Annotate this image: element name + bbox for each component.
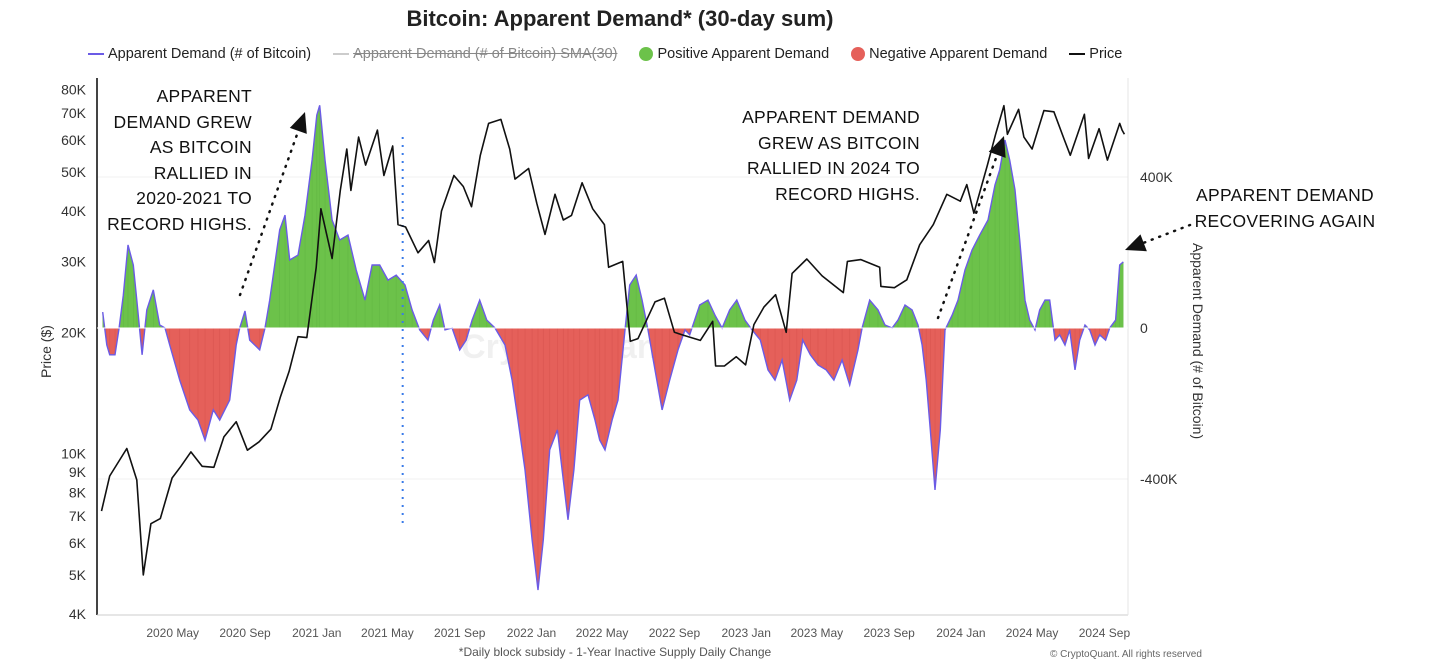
arrow-recovering-arrowhead-icon	[1125, 234, 1147, 252]
x-tick-label: 2021 Jan	[292, 626, 341, 640]
annotation-line: APPARENT DEMAND	[742, 107, 920, 127]
x-tick-label: 2024 May	[1006, 626, 1059, 640]
legend-label: Apparent Demand (# of Bitcoin) SMA(30)	[353, 46, 618, 62]
annotation-line: RECORD HIGHS.	[107, 213, 252, 234]
demand-bars	[102, 105, 1124, 590]
chart-title: Bitcoin: Apparent Demand* (30-day sum)	[406, 6, 834, 31]
x-tick-label: 2024 Sep	[1079, 626, 1131, 640]
legend-label: Apparent Demand (# of Bitcoin)	[108, 46, 312, 62]
footnote: *Daily block subsidy - 1-Year Inactive S…	[458, 645, 772, 659]
arrow-recovering-dotted-line	[1142, 223, 1192, 245]
y-right-tick-label: -400K	[1140, 471, 1178, 487]
y-left-tick-label: 7K	[69, 508, 87, 524]
copyright: © CryptoQuant. All rights reserved	[1050, 649, 1202, 660]
line-swatch-icon	[1069, 53, 1086, 55]
y-right-tick-label: 0	[1140, 320, 1148, 336]
arrow-2024-dotted-line	[936, 153, 999, 320]
annotation-line: DEMAND GREW	[113, 111, 252, 132]
x-tick-label: 2022 Sep	[649, 626, 701, 640]
legend-item-sma[interactable]: Apparent Demand (# of Bitcoin) SMA(30)	[333, 46, 617, 62]
arrow-2020-dotted-line	[238, 129, 300, 297]
annotation-line: RECORD HIGHS.	[775, 183, 920, 204]
arrow-2024-arrowhead-icon	[988, 136, 1006, 158]
negative-demand-area	[102, 328, 1124, 590]
annotation-line: 2020-2021 TO	[136, 188, 252, 208]
y-left-tick-label: 70K	[61, 105, 87, 121]
annotation-line: APPARENT	[156, 86, 252, 106]
annotation-line: RALLIED IN	[153, 162, 252, 183]
y-left-tick-label: 20K	[61, 324, 87, 340]
annotation-2020-2021: APPARENT DEMAND GREW AS BITCOIN RALLIED …	[100, 84, 252, 237]
x-tick-label: 2020 Sep	[219, 626, 271, 640]
dot-swatch-icon	[851, 47, 866, 61]
y-left-tick-label: 5K	[69, 567, 87, 583]
legend-label: Negative Apparent Demand	[869, 46, 1048, 62]
positive-demand-area	[102, 105, 1124, 328]
y-left-tick-label: 8K	[69, 485, 87, 501]
y-left-tick-label: 6K	[69, 535, 87, 551]
x-tick-label: 2023 Jan	[722, 626, 771, 640]
annotation-recovering: APPARENT DEMAND RECOVERING AGAIN	[1190, 183, 1380, 234]
legend-label: Positive Apparent Demand	[657, 46, 830, 62]
legend-item-price[interactable]: Price	[1069, 46, 1122, 62]
legend: Apparent Demand (# of Bitcoin) Apparent …	[88, 46, 1122, 62]
arrow-2020-arrowhead-icon	[289, 112, 307, 134]
right-axis-label: Apparent Demand (# of Bitcoin)	[1190, 243, 1206, 440]
x-tick-label: 2024 Jan	[936, 626, 985, 640]
y-left-tick-label: 40K	[61, 203, 87, 219]
annotation-line: GREW AS BITCOIN	[757, 132, 920, 153]
x-tick-label: 2023 May	[790, 626, 843, 640]
dot-swatch-icon	[639, 47, 654, 61]
left-axis-label: Price ($)	[38, 325, 54, 378]
y-left-tick-label: 30K	[61, 253, 87, 269]
x-tick-label: 2022 Jan	[507, 626, 556, 640]
annotation-line: APPARENT DEMAND	[1196, 185, 1374, 205]
y-right-tick-label: 400K	[1140, 169, 1173, 185]
annotation-line: RALLIED IN 2024 TO	[746, 158, 920, 178]
apparent-demand-line	[102, 105, 1124, 591]
x-tick-label: 2022 May	[576, 626, 629, 640]
y-left-tick-label: 9K	[69, 464, 87, 480]
y-left-tick-label: 60K	[61, 132, 87, 148]
x-tick-label: 2021 Sep	[434, 626, 486, 640]
x-tick-label: 2020 May	[146, 626, 199, 640]
y-left-tick-label: 10K	[61, 446, 87, 462]
price-line	[100, 104, 1126, 576]
legend-item-apparent-demand[interactable]: Apparent Demand (# of Bitcoin)	[88, 46, 311, 62]
y-left-tick-label: 80K	[61, 82, 87, 98]
y-left-tick-label: 50K	[61, 164, 87, 180]
annotation-line: AS BITCOIN	[149, 137, 252, 157]
x-tick-label: 2023 Sep	[863, 626, 915, 640]
y-left-tick-label: 4K	[69, 606, 87, 622]
legend-item-negative[interactable]: Negative Apparent Demand	[851, 46, 1047, 62]
line-swatch-icon	[88, 53, 104, 55]
x-tick-label: 2021 May	[361, 626, 414, 640]
line-swatch-icon	[333, 53, 350, 55]
annotation-line: RECOVERING AGAIN	[1194, 210, 1376, 231]
legend-label: Price	[1089, 46, 1123, 62]
legend-item-positive[interactable]: Positive Apparent Demand	[639, 46, 829, 62]
annotation-2024: APPARENT DEMAND GREW AS BITCOIN RALLIED …	[720, 105, 920, 207]
